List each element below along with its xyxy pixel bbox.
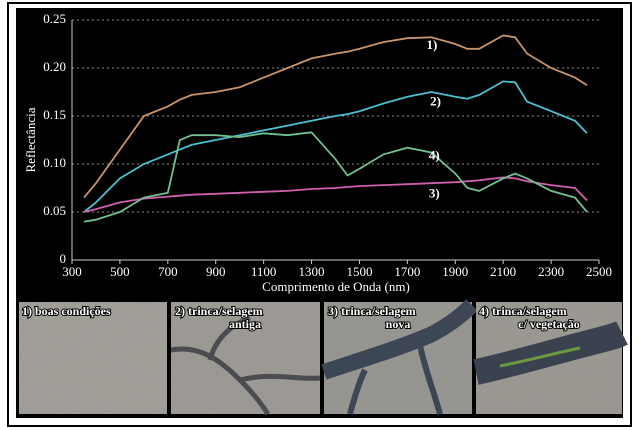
legend-label: 4): [429, 147, 440, 162]
x-tick-label: 1900: [442, 264, 468, 279]
x-tick-label: 1300: [299, 264, 325, 279]
y-axis-label: Reflectância: [23, 107, 38, 172]
series-line: [83, 131, 588, 223]
legend-label: 2): [430, 94, 441, 109]
chart-background: [16, 8, 623, 298]
legend-label: 3): [429, 186, 440, 201]
series-line: [83, 80, 588, 213]
series-line: [83, 176, 588, 213]
x-tick-label: 500: [110, 264, 130, 279]
panel-label: antiga: [229, 317, 261, 331]
x-tick-label: 1500: [346, 264, 372, 279]
panel-label: c/ vegetação: [518, 317, 580, 331]
photo: [19, 302, 167, 414]
vegetation: [499, 346, 581, 368]
legend-label: 1): [427, 37, 438, 52]
y-tick-label: 0: [60, 251, 67, 266]
y-tick-label: 0.05: [43, 203, 66, 218]
y-tick-label: 0.25: [43, 11, 66, 26]
y-tick-label: 0.20: [43, 59, 66, 74]
x-tick-label: 2300: [538, 264, 564, 279]
x-tick-label: 1100: [251, 264, 277, 279]
panel-label: 2) trinca/selagem: [175, 304, 263, 318]
y-tick-label: 0.15: [43, 107, 66, 122]
x-tick-label: 2500: [586, 264, 612, 279]
x-axis-label: Comprimento de Onda (nm): [262, 279, 410, 294]
sealant: [321, 299, 478, 380]
photos: [19, 299, 628, 416]
panel-label: 4) trinca/selagem: [479, 304, 567, 318]
panel-label: 1) boas condições: [22, 304, 111, 318]
x-tick-label: 700: [158, 264, 178, 279]
x-tick-label: 300: [62, 264, 82, 279]
x-tick-label: 1700: [394, 264, 420, 279]
x-tick-label: 2100: [490, 264, 516, 279]
series-line: [83, 34, 588, 199]
crack: [170, 315, 321, 416]
y-tick-label: 0.10: [43, 155, 66, 170]
panel-label: nova: [386, 317, 411, 331]
panel-label: 3) trinca/selagem: [328, 304, 416, 318]
x-tick-label: 900: [206, 264, 226, 279]
sealant: [347, 344, 443, 415]
